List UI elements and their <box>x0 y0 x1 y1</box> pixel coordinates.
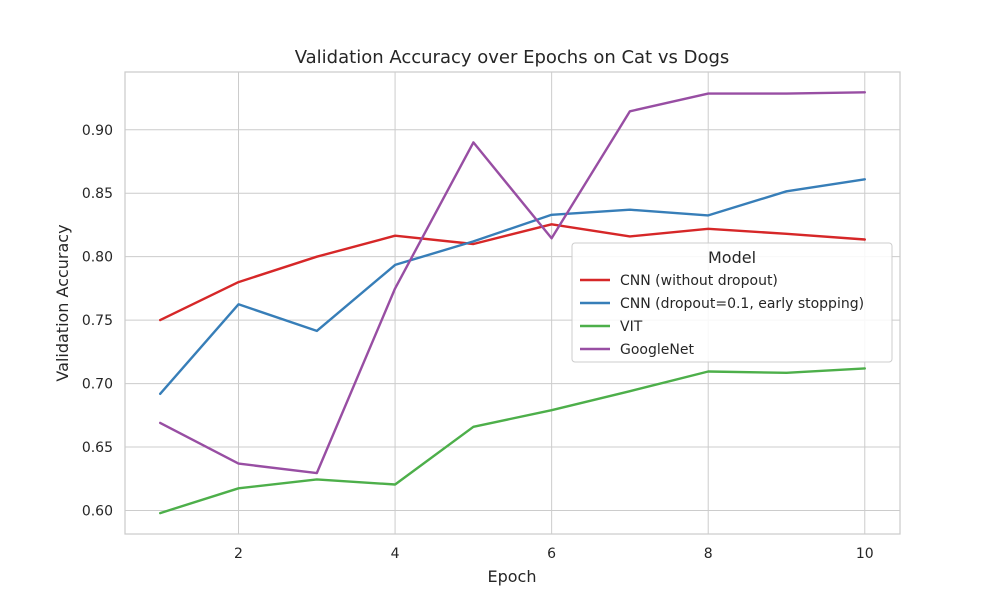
y-axis-label: Validation Accuracy <box>53 224 72 381</box>
series-lines <box>158 91 866 515</box>
y-tick-label: 0.80 <box>82 250 113 266</box>
legend-label: VIT <box>620 319 643 335</box>
x-tick-label: 8 <box>704 546 713 562</box>
x-tick-label: 10 <box>856 546 874 562</box>
legend-label: CNN (without dropout) <box>620 273 778 289</box>
series-line-3 <box>158 367 866 515</box>
chart-title: Validation Accuracy over Epochs on Cat v… <box>295 47 730 68</box>
series-line-4 <box>158 91 866 475</box>
y-tick-label: 0.60 <box>82 504 113 520</box>
legend-box <box>571 242 893 363</box>
series-line-2 <box>158 178 866 395</box>
y-tick-label: 0.65 <box>82 440 113 456</box>
x-axis-label: Epoch <box>488 567 537 586</box>
x-tick-label: 2 <box>234 546 243 562</box>
legend-label: GoogleNet <box>620 342 694 358</box>
y-tick-label: 0.75 <box>82 313 113 329</box>
x-tick-label: 6 <box>547 546 556 562</box>
y-tick-label: 0.85 <box>82 186 113 202</box>
x-tick-label: 4 <box>391 546 400 562</box>
series-line-1 <box>158 223 866 322</box>
tick-labels: 2 4 6 8 10 0.60 0.65 0.70 0.75 0.80 0.85 0.90 <box>82 123 874 562</box>
legend-items: CNN (without dropout) CNN (dropout=0.1, e… <box>580 273 864 358</box>
legend: Model CNN (without dropout) CNN (dropout=… <box>571 242 893 363</box>
plot-area-frame <box>124 71 901 535</box>
y-tick-label: 0.90 <box>82 123 113 139</box>
legend-title: Model <box>708 248 756 267</box>
y-tick-label: 0.70 <box>82 377 113 393</box>
legend-label: CNN (dropout=0.1, early stopping) <box>620 296 864 312</box>
